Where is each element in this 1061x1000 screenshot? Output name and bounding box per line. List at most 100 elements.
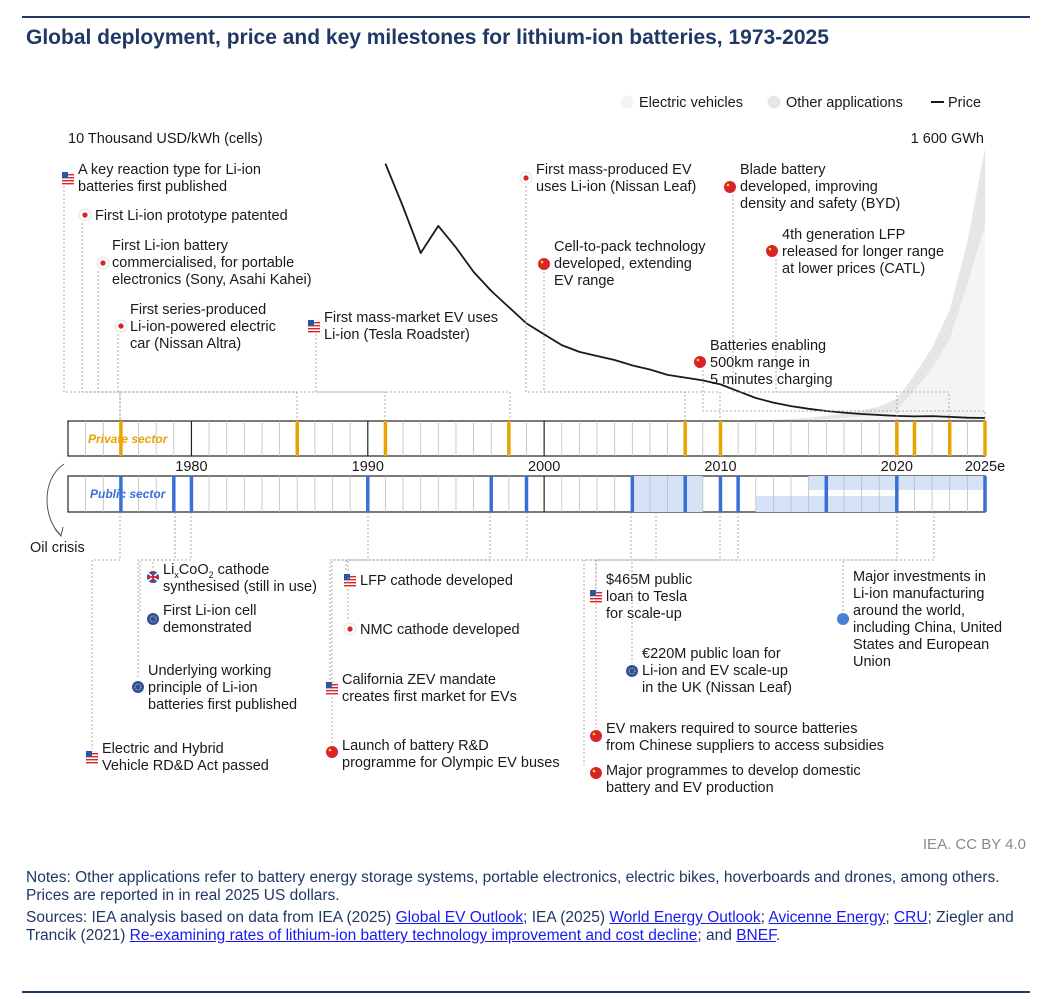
public-event-flag-us <box>343 573 357 587</box>
private-event-text: commercialised, for portable <box>112 255 294 271</box>
flag-uk-cross <box>147 571 159 583</box>
link-global-ev-outlook[interactable]: Global EV Outlook <box>395 909 524 926</box>
flag-us-stripe <box>62 183 74 185</box>
flag-eu-stars <box>149 615 157 623</box>
public-event-text: batteries first published <box>148 697 297 713</box>
private-event-text: released for longer range <box>782 244 944 260</box>
private-event-text: density and safety (BYD) <box>740 196 900 212</box>
private-event-connector <box>117 334 386 421</box>
public-event-connector <box>842 512 935 611</box>
public-event-text: NMC cathode developed <box>360 622 520 638</box>
bottom-rule <box>22 991 1030 993</box>
private-event-flag-us <box>61 171 75 185</box>
public-event-text: Electric and Hybrid <box>102 741 224 757</box>
private-event-connector <box>315 334 511 421</box>
public-event-flag-us <box>85 750 99 764</box>
legend-price-label: Price <box>948 95 981 111</box>
sources-sep-5: ; and <box>697 927 737 944</box>
private-event-flag-jp <box>78 208 92 222</box>
flag-eu-stars <box>134 683 142 691</box>
flag-jp-dot <box>82 212 88 218</box>
link-world-energy-outlook[interactable]: World Energy Outlook <box>609 909 761 926</box>
flag-cn-star <box>540 260 544 264</box>
flag-eu-disc <box>626 665 638 677</box>
oil-crisis-label: Oil crisis <box>30 540 85 556</box>
private-event-text: EV range <box>554 273 614 289</box>
public-event-text: battery and EV production <box>606 780 774 796</box>
sources-prefix: Sources: IEA analysis based on data from… <box>26 909 396 926</box>
private-event-text: First mass-market EV uses <box>324 310 498 326</box>
private-event-connector <box>702 370 986 421</box>
flag-cn-star <box>592 732 596 736</box>
public-event-flag-cn <box>590 730 602 742</box>
link-cru[interactable]: CRU <box>893 909 928 926</box>
flag-cn-star <box>726 183 730 187</box>
sources-sep-1: ; IEA (2025) <box>523 909 610 926</box>
flag-us-canton <box>590 590 596 596</box>
sources-sep-2: ; <box>760 909 769 926</box>
flag-cn-star <box>768 247 772 251</box>
link-bnef[interactable]: BNEF <box>736 927 776 944</box>
sources-sep-3: ; <box>885 909 894 926</box>
public-event-text: €220M public loan for <box>642 646 781 662</box>
link-ziegler-trancik[interactable]: Re-examining rates of lithium-ion batter… <box>129 927 698 944</box>
credit-label: IEA. CC BY 4.0 <box>922 836 1026 853</box>
public-event-text: in the UK (Nissan Leaf) <box>642 680 792 696</box>
flag-cn-disc <box>538 258 550 270</box>
public-event-text: Major investments in <box>853 569 986 585</box>
flag-us-canton <box>86 751 92 757</box>
private-event-flag-jp <box>96 256 110 270</box>
flag-jp-dot <box>100 260 106 266</box>
private-event-text: 500km range in <box>710 355 810 371</box>
public-event-flag-uk <box>147 571 159 583</box>
public-event-connector <box>137 512 192 679</box>
public-event-text: demonstrated <box>163 620 252 636</box>
public-event-text: from Chinese suppliers to access subsidi… <box>606 738 884 754</box>
public-event-flag-cn <box>590 767 602 779</box>
public-event-flag-eu <box>132 681 144 693</box>
private-event-text: Li-ion-powered electric <box>130 319 276 335</box>
flag-us-canton <box>308 320 314 326</box>
flag-cn-disc <box>694 356 706 368</box>
public-event-flag-eu <box>626 665 638 677</box>
public-event-flag-jp <box>343 622 357 636</box>
flag-cn-disc <box>326 746 338 758</box>
private-event-flag-jp <box>519 171 533 185</box>
flag-global-disc <box>837 613 849 625</box>
flag-us-stripe <box>590 601 602 603</box>
flag-cn-star <box>696 358 700 362</box>
flag-eu-disc <box>132 681 144 693</box>
public-event-text: Union <box>853 654 891 670</box>
year-tick-1980: 1980 <box>175 459 207 475</box>
public-event-flag-us <box>325 681 339 695</box>
private-event-text: electronics (Sony, Asahi Kahei) <box>112 272 312 288</box>
private-event-text: developed, improving <box>740 179 878 195</box>
private-event-flag-us <box>307 319 321 333</box>
left-axis-label: 10 Thousand USD/kWh (cells) <box>68 131 263 147</box>
flag-us-stripe <box>308 331 320 333</box>
public-event-text: Major programmes to develop domestic <box>606 763 861 779</box>
flag-us-canton <box>62 172 68 178</box>
flag-us-canton <box>344 574 350 580</box>
private-event-flag-cn <box>538 258 550 270</box>
public-event-text: programme for Olympic EV buses <box>342 755 560 771</box>
year-tick-2025: 2025e <box>965 459 1005 475</box>
notes-text: Notes: Other applications refer to batte… <box>26 869 1000 904</box>
flag-jp-dot <box>523 175 529 181</box>
private-event-text: batteries first published <box>78 179 227 195</box>
link-avicenne-energy[interactable]: Avicenne Energy <box>768 909 886 926</box>
year-tick-1990: 1990 <box>352 459 384 475</box>
private-event-text: First series-produced <box>130 302 266 318</box>
flag-eu-stars <box>628 667 636 675</box>
public-event-text: $465M public <box>606 572 692 588</box>
public-event-text: Vehicle RD&D Act passed <box>102 758 269 774</box>
public-event-connector <box>347 512 528 621</box>
flag-us-stripe <box>308 328 320 330</box>
flag-us-stripe <box>590 598 602 600</box>
flag-cn-disc <box>724 181 736 193</box>
timeline-chart: Electric vehicles Other applications Price… <box>30 95 1005 796</box>
private-event-text: A key reaction type for Li-ion <box>78 162 261 178</box>
legend-other-label: Other applications <box>786 95 903 111</box>
private-event-text: Blade battery <box>740 162 826 178</box>
public-event-text: California ZEV mandate <box>342 672 496 688</box>
